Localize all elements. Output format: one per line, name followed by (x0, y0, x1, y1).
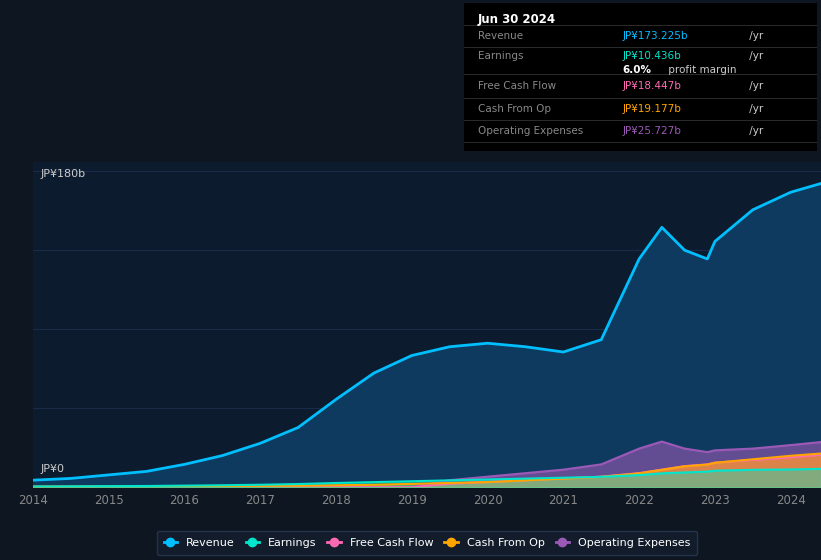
Text: /yr: /yr (746, 81, 764, 91)
Text: /yr: /yr (746, 126, 764, 136)
Text: Earnings: Earnings (478, 51, 524, 61)
Text: Revenue: Revenue (478, 31, 523, 41)
Text: JP¥10.436b: JP¥10.436b (622, 51, 681, 61)
Text: Operating Expenses: Operating Expenses (478, 126, 583, 136)
Legend: Revenue, Earnings, Free Cash Flow, Cash From Op, Operating Expenses: Revenue, Earnings, Free Cash Flow, Cash … (157, 531, 697, 555)
Text: JP¥18.447b: JP¥18.447b (622, 81, 681, 91)
Text: JP¥173.225b: JP¥173.225b (622, 31, 688, 41)
Text: Free Cash Flow: Free Cash Flow (478, 81, 556, 91)
Text: JP¥19.177b: JP¥19.177b (622, 104, 681, 114)
Text: 6.0%: 6.0% (622, 66, 652, 76)
Text: JP¥180b: JP¥180b (41, 169, 86, 179)
Text: Cash From Op: Cash From Op (478, 104, 551, 114)
Text: /yr: /yr (746, 31, 764, 41)
Text: Jun 30 2024: Jun 30 2024 (478, 13, 556, 26)
Text: JP¥0: JP¥0 (41, 464, 65, 474)
Text: /yr: /yr (746, 104, 764, 114)
Text: /yr: /yr (746, 51, 764, 61)
Text: profit margin: profit margin (665, 66, 736, 76)
Text: JP¥25.727b: JP¥25.727b (622, 126, 681, 136)
